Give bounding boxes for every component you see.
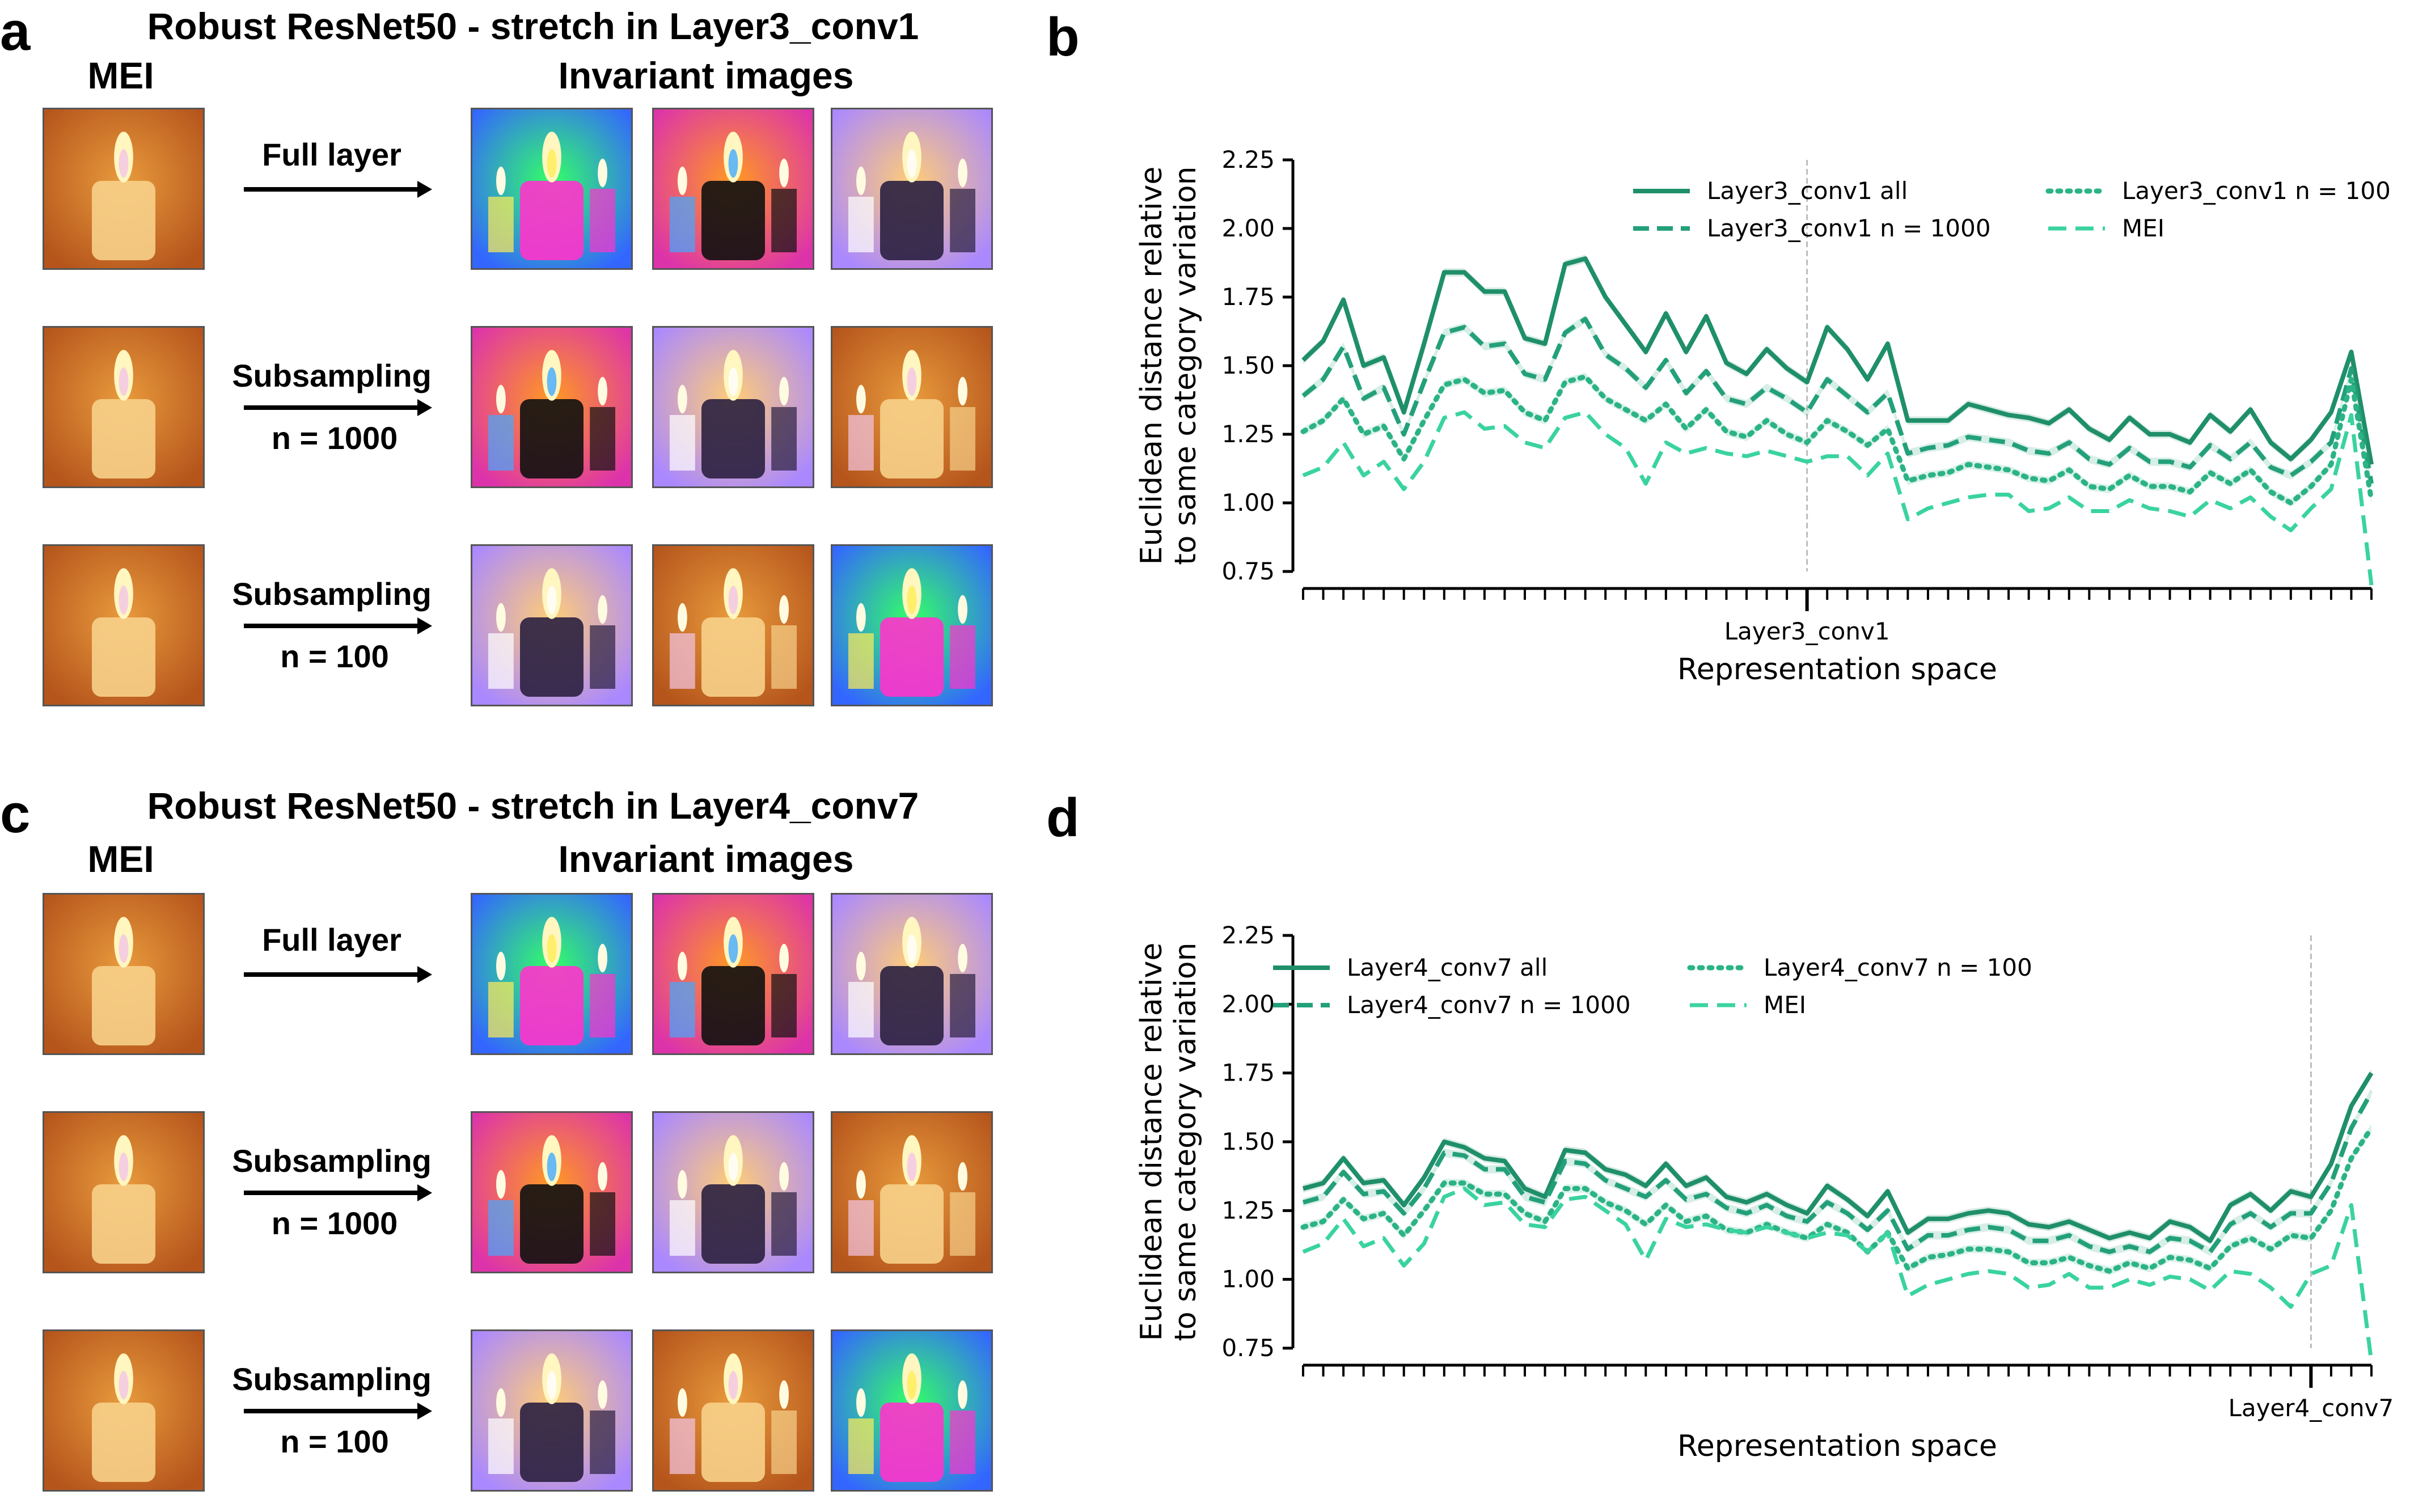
series-line xyxy=(1302,410,2374,586)
mei-image xyxy=(43,544,205,706)
y-tick-label: 1.25 xyxy=(1221,420,1275,448)
series-line xyxy=(1302,1071,2374,1243)
panel-a-invariant-header: Invariant images xyxy=(558,54,854,96)
row-label: Subsampling xyxy=(232,1361,432,1397)
mei-image xyxy=(43,1111,205,1273)
panel-c-invariant-header: Invariant images xyxy=(558,838,854,880)
right-arrow-icon xyxy=(244,1403,432,1420)
panel-c-mei-header: MEI xyxy=(87,838,154,880)
y-tick-label: 1.25 xyxy=(1221,1196,1275,1224)
invariant-image xyxy=(831,1329,993,1492)
y-tick-label: 1.50 xyxy=(1221,351,1275,379)
mei-image xyxy=(43,108,205,270)
invariant-image xyxy=(652,1111,814,1273)
y-axis-label-line1: Euclidean distance relative xyxy=(1135,943,1169,1341)
panel-a-mei-header: MEI xyxy=(87,54,154,96)
invariant-image xyxy=(652,326,814,488)
legend-label: Layer4_conv7 n = 1000 xyxy=(1347,991,1631,1019)
row-sublabel: n = 1000 xyxy=(271,1205,398,1241)
series-line xyxy=(1300,374,2374,506)
row-label: Subsampling xyxy=(232,358,432,393)
y-tick-label: 1.50 xyxy=(1221,1128,1275,1155)
invariant-image xyxy=(831,544,993,706)
invariant-image xyxy=(471,893,633,1055)
legend-label: Layer3_conv1 all xyxy=(1707,177,1908,205)
row-sublabel: n = 100 xyxy=(280,1424,389,1459)
y-tick-label: 2.25 xyxy=(1221,921,1275,949)
row-label: Subsampling xyxy=(232,576,432,612)
mei-image xyxy=(43,1329,205,1492)
right-arrow-icon xyxy=(244,966,432,983)
row-label: Full layer xyxy=(262,137,401,172)
invariant-image xyxy=(471,326,633,488)
panel-c-title: Robust ResNet50 - stretch in Layer4_conv… xyxy=(147,785,919,827)
row-sublabel: n = 100 xyxy=(280,638,389,674)
invariant-image xyxy=(831,108,993,270)
right-arrow-icon xyxy=(244,399,432,416)
y-tick-label: 1.00 xyxy=(1221,489,1275,516)
x-axis-label: Representation space xyxy=(1677,653,1997,687)
y-tick-label: 1.75 xyxy=(1221,1059,1275,1087)
y-tick-label: 2.00 xyxy=(1221,990,1275,1018)
invariant-image xyxy=(471,108,633,270)
y-axis-label-line1: Euclidean distance relative xyxy=(1135,167,1169,565)
panel-letter-b: b xyxy=(1046,7,1080,67)
invariant-image xyxy=(471,1111,633,1273)
row-label: Subsampling xyxy=(232,1143,432,1179)
panel-letter-a: a xyxy=(0,1,31,62)
legend-label: Layer4_conv7 all xyxy=(1347,954,1548,981)
right-arrow-icon xyxy=(244,1184,432,1201)
mei-image xyxy=(43,326,205,488)
invariant-image xyxy=(471,544,633,706)
y-tick-label: 1.00 xyxy=(1221,1265,1275,1293)
series-line xyxy=(1300,1125,2374,1274)
invariant-image xyxy=(471,1329,633,1492)
legend-label: MEI xyxy=(2122,214,2164,242)
y-axis-label-line2: to same category variation xyxy=(1169,942,1203,1341)
row-sublabel: n = 1000 xyxy=(271,420,398,456)
y-tick-label: 1.75 xyxy=(1221,283,1275,311)
y-tick-label: 0.75 xyxy=(1221,557,1275,585)
series-line xyxy=(1301,256,2374,465)
marker-label: Layer3_conv1 xyxy=(1724,617,1890,645)
y-tick-label: 2.00 xyxy=(1221,214,1275,242)
marker-label: Layer4_conv7 xyxy=(2228,1394,2394,1422)
right-arrow-icon xyxy=(244,617,432,634)
series-line xyxy=(1302,1187,2374,1362)
invariant-image xyxy=(652,108,814,270)
panel-letter-c: c xyxy=(0,783,31,844)
legend-label: Layer4_conv7 n = 100 xyxy=(1764,954,2032,981)
invariant-image xyxy=(652,1329,814,1492)
y-tick-label: 2.25 xyxy=(1221,146,1275,173)
invariant-image xyxy=(831,1111,993,1273)
invariant-image xyxy=(831,893,993,1055)
series-line xyxy=(1302,1091,2374,1255)
invariant-image xyxy=(831,326,993,488)
series-line xyxy=(1301,316,2374,484)
x-axis-label: Representation space xyxy=(1677,1429,1997,1463)
panel-letter-d: d xyxy=(1046,787,1080,848)
mei-image xyxy=(43,893,205,1055)
legend-label: Layer3_conv1 n = 100 xyxy=(2122,177,2391,205)
panel-a-title: Robust ResNet50 - stretch in Layer3_conv… xyxy=(147,5,919,47)
y-axis-label-line2: to same category variation xyxy=(1169,166,1203,565)
invariant-image xyxy=(652,544,814,706)
y-tick-label: 0.75 xyxy=(1221,1334,1275,1362)
row-label: Full layer xyxy=(262,922,401,958)
legend-label: MEI xyxy=(1764,991,1806,1019)
invariant-image xyxy=(652,893,814,1055)
legend-label: Layer3_conv1 n = 1000 xyxy=(1707,214,1991,242)
right-arrow-icon xyxy=(244,181,432,198)
